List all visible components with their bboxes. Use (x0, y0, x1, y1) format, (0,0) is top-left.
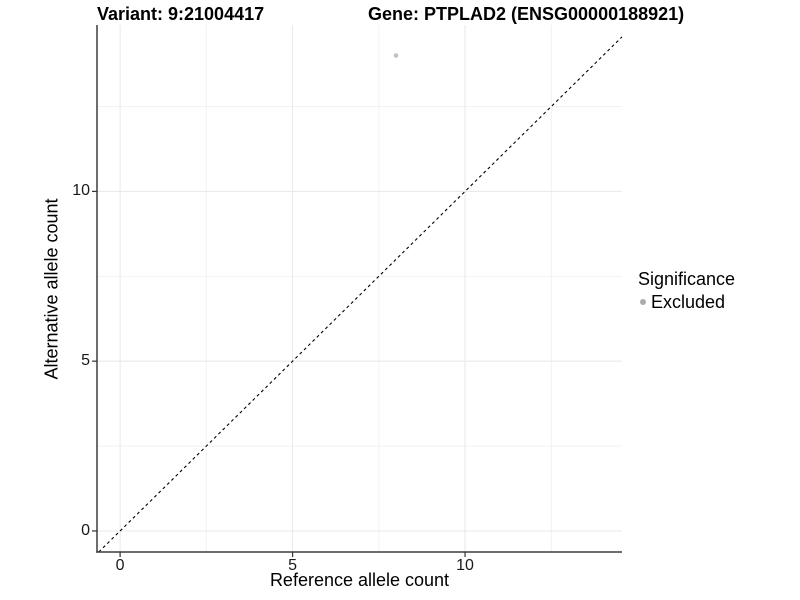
legend-item-label: Excluded (651, 291, 726, 312)
x-tick-label: 10 (456, 557, 474, 574)
legend-item-excluded: Excluded (638, 291, 735, 314)
plot-title-variant: Variant: 9:21004417 (97, 4, 265, 24)
legend-title: Significance (638, 269, 736, 289)
y-tick-label: 0 (81, 521, 90, 539)
x-axis-title: Reference allele count (269, 570, 450, 590)
data-point (393, 53, 399, 58)
x-tick-label: 5 (288, 557, 298, 574)
y-tick-label: 5 (81, 352, 90, 370)
plot-title-gene: Gene: PTPLAD2 (ENSG00000188921) (368, 4, 685, 24)
legend: Significance Excluded (638, 268, 735, 313)
legend-point-icon (640, 298, 646, 305)
y-tick-label: 10 (72, 182, 90, 200)
identity-dashed-line (98, 36, 623, 553)
x-tick-label: 0 (115, 557, 125, 574)
y-axis-title: Alternative allele count (41, 198, 62, 380)
